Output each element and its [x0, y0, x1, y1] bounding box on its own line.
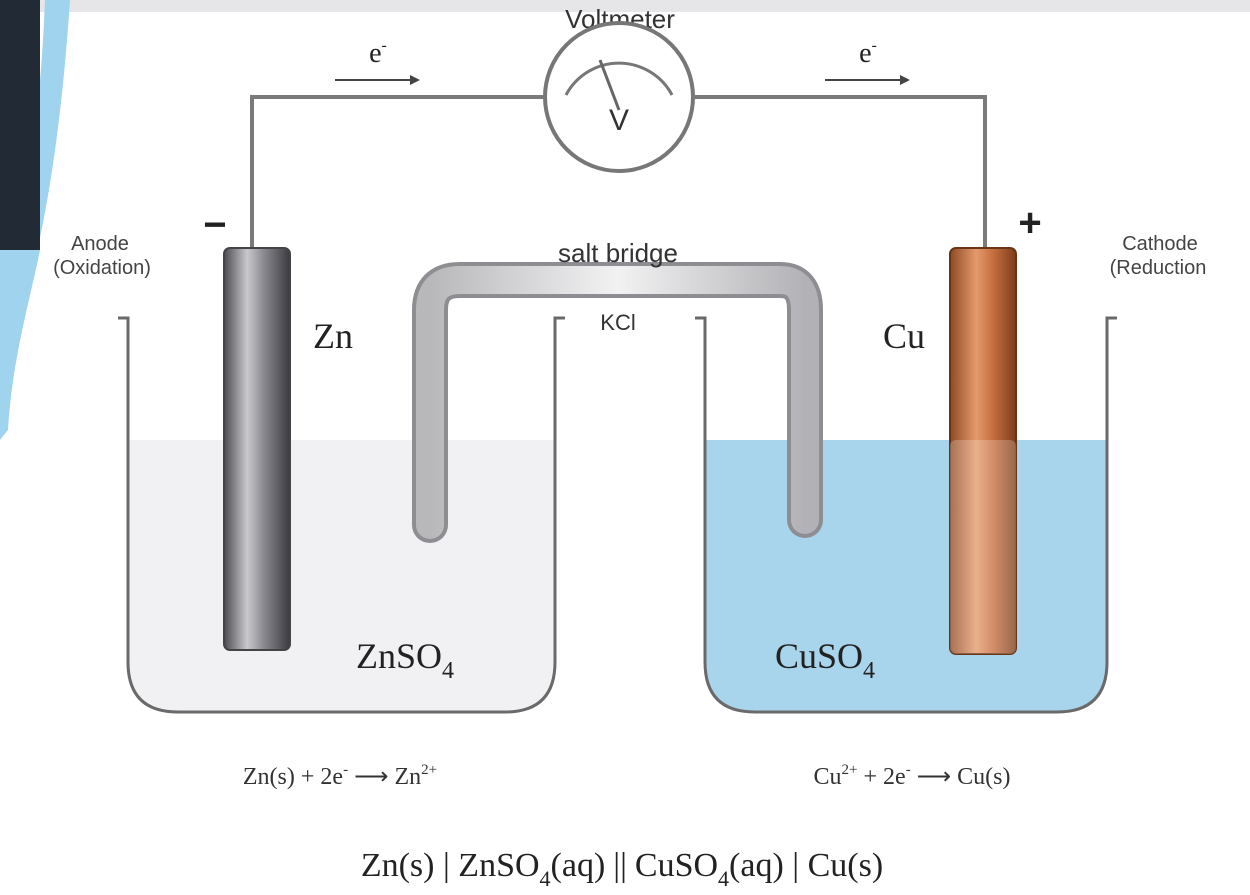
copper-solution-label: CuSO4 — [775, 636, 875, 684]
anode-half-reaction: Zn(s) + 2e- ⟶ Zn2+ — [243, 762, 437, 790]
anode-sign: − — [203, 203, 226, 247]
electron-arrowhead-left — [410, 75, 420, 85]
swoosh-lower — [0, 250, 40, 440]
zinc-electrode — [223, 247, 291, 651]
salt-bridge-inner — [416, 266, 819, 539]
electron-label-left: e- — [369, 37, 387, 69]
copper-solution — [705, 440, 1107, 712]
cell-notation: Zn(s) | ZnSO4(aq) || CuSO4(aq) | Cu(s) — [361, 847, 883, 891]
right-beaker — [695, 316, 1117, 714]
anode-label: Anode — [71, 233, 129, 255]
salt-bridge-electrolyte: KCl — [600, 310, 635, 335]
zinc-solution-label: ZnSO4 — [356, 636, 454, 684]
voltmeter-dial — [543, 21, 695, 173]
cathode-role-label: (Reduction — [1110, 257, 1207, 279]
zinc-electrode-label: Zn — [313, 316, 353, 356]
cathode-half-reaction: Cu2+ + 2e- ⟶ Cu(s) — [814, 762, 1011, 790]
dark-frame-band — [0, 0, 40, 250]
copper-electrode — [949, 247, 1017, 655]
voltmeter-needle — [598, 59, 621, 111]
electron-arrowhead-right — [900, 75, 910, 85]
copper-electrode-label: Cu — [883, 316, 925, 356]
voltmeter-scale — [564, 61, 674, 96]
top-bar — [0, 0, 1250, 12]
voltmeter-symbol: V — [609, 104, 629, 137]
cathode-label: Cathode — [1122, 233, 1198, 255]
electron-label-right: e- — [859, 37, 877, 69]
left-wire — [250, 95, 545, 250]
anode-role-label: (Oxidation) — [53, 257, 151, 279]
cathode-sign: + — [1018, 201, 1041, 245]
salt-bridge-label: salt bridge — [558, 238, 678, 268]
copper-electrode-submerged-tint — [950, 440, 1016, 654]
right-wire — [693, 95, 987, 250]
left-beaker — [118, 316, 565, 714]
zinc-solution — [128, 440, 555, 712]
